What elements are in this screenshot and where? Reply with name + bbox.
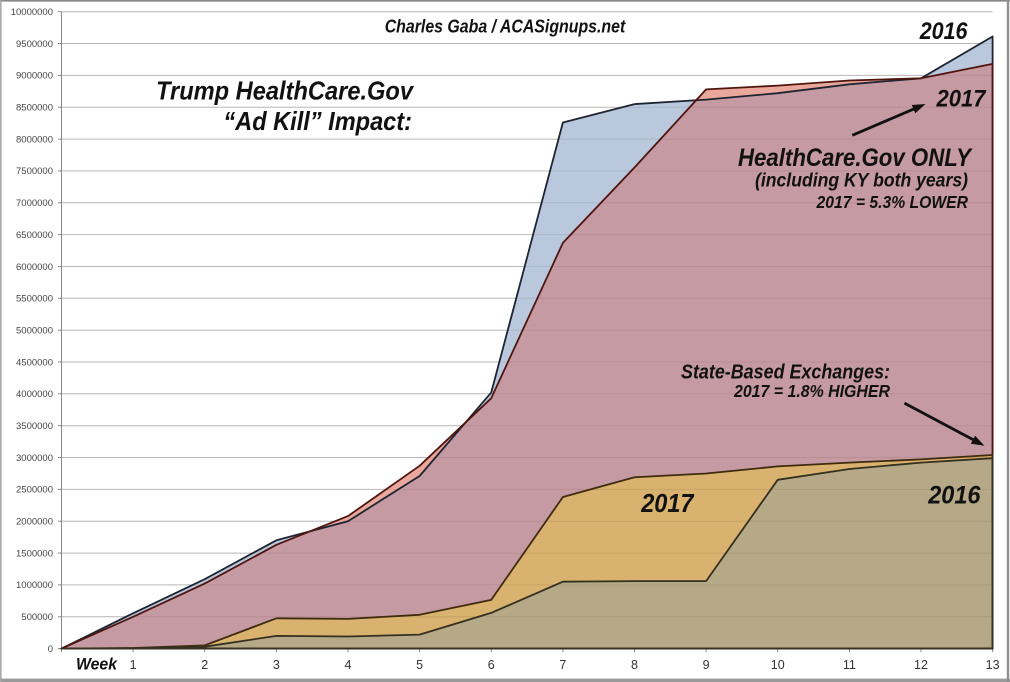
svg-text:8500000: 8500000 bbox=[16, 103, 53, 114]
svg-text:9: 9 bbox=[703, 658, 710, 672]
svg-text:Trump HealthCare.Gov: Trump HealthCare.Gov bbox=[156, 76, 414, 106]
svg-text:3: 3 bbox=[273, 658, 280, 672]
svg-text:3000000: 3000000 bbox=[16, 453, 53, 464]
svg-text:9000000: 9000000 bbox=[16, 71, 53, 82]
svg-text:(including KY both years): (including KY both years) bbox=[755, 170, 968, 192]
svg-text:8000000: 8000000 bbox=[16, 134, 53, 145]
svg-text:2000000: 2000000 bbox=[16, 517, 53, 528]
svg-text:1000000: 1000000 bbox=[16, 580, 53, 591]
svg-text:4500000: 4500000 bbox=[16, 357, 53, 368]
svg-text:6000000: 6000000 bbox=[16, 262, 53, 273]
svg-text:5000000: 5000000 bbox=[16, 325, 53, 336]
svg-text:2: 2 bbox=[201, 658, 208, 672]
svg-text:HealthCare.Gov ONLY: HealthCare.Gov ONLY bbox=[738, 145, 973, 172]
svg-text:3500000: 3500000 bbox=[16, 421, 53, 432]
svg-text:2017 = 1.8% HIGHER: 2017 = 1.8% HIGHER bbox=[733, 381, 890, 401]
svg-text:12: 12 bbox=[914, 658, 928, 672]
svg-text:0: 0 bbox=[48, 644, 53, 655]
svg-text:10000000: 10000000 bbox=[11, 7, 53, 18]
svg-text:“Ad Kill” Impact:: “Ad Kill” Impact: bbox=[223, 106, 412, 136]
svg-text:2017: 2017 bbox=[640, 488, 695, 518]
svg-text:2016: 2016 bbox=[919, 19, 968, 45]
svg-text:2017 = 5.3% LOWER: 2017 = 5.3% LOWER bbox=[816, 192, 969, 212]
svg-text:Week: Week bbox=[76, 655, 118, 674]
svg-text:5500000: 5500000 bbox=[16, 294, 53, 305]
svg-text:2500000: 2500000 bbox=[16, 485, 53, 496]
svg-text:4: 4 bbox=[345, 658, 352, 672]
svg-text:1: 1 bbox=[130, 658, 137, 672]
svg-text:11: 11 bbox=[843, 658, 856, 672]
svg-text:6: 6 bbox=[488, 658, 495, 672]
svg-text:State-Based Exchanges:: State-Based Exchanges: bbox=[681, 362, 890, 384]
svg-text:5: 5 bbox=[416, 658, 423, 672]
svg-text:1500000: 1500000 bbox=[16, 548, 53, 559]
svg-text:Charles Gaba / ACASignups.net: Charles Gaba / ACASignups.net bbox=[385, 17, 626, 37]
svg-text:7: 7 bbox=[559, 658, 566, 672]
svg-text:7000000: 7000000 bbox=[16, 198, 53, 209]
svg-text:8: 8 bbox=[631, 658, 638, 672]
svg-text:7500000: 7500000 bbox=[16, 166, 53, 177]
svg-text:2016: 2016 bbox=[927, 482, 981, 510]
svg-text:4000000: 4000000 bbox=[16, 389, 53, 400]
svg-text:500000: 500000 bbox=[21, 612, 53, 623]
svg-text:9500000: 9500000 bbox=[16, 39, 53, 50]
svg-text:2017: 2017 bbox=[936, 87, 988, 113]
svg-text:10: 10 bbox=[771, 658, 785, 672]
svg-text:13: 13 bbox=[986, 658, 1000, 672]
svg-text:6500000: 6500000 bbox=[16, 230, 53, 241]
